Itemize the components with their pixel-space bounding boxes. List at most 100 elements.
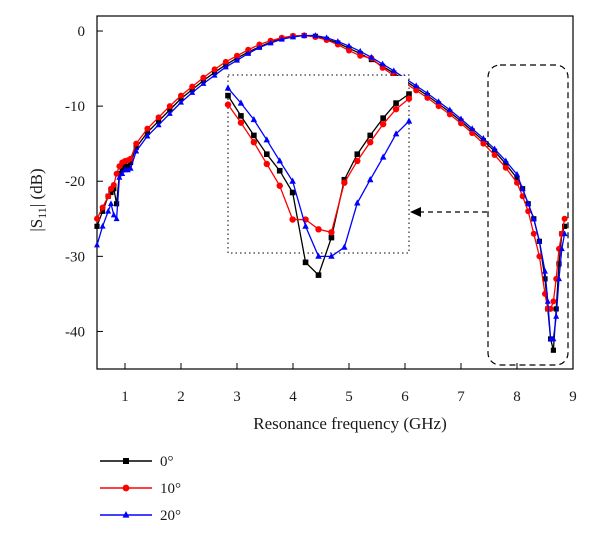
data-point [413,82,420,89]
inset-data-point [367,138,374,146]
data-point [346,42,352,49]
data-point [561,230,568,237]
inset-data-point [315,272,322,278]
x-tick-label: 6 [401,389,409,405]
data-point [368,53,375,60]
data-point [519,193,526,200]
data-point [189,89,196,95]
inset-data-point [405,95,413,102]
data-point [127,155,134,162]
y-tick-label: -30 [65,249,85,265]
x-axis-label: Resonance frequency (GHz) [253,414,447,433]
data-point [155,114,162,121]
data-point [94,215,100,222]
inset-data-point [224,84,232,91]
legend: 0° 10° 20° [100,454,181,524]
data-point [503,161,509,167]
data-point [561,215,568,222]
data-point [525,200,532,207]
data-point [119,170,126,177]
data-point [530,230,537,237]
data-point [556,275,562,282]
data-point [562,223,568,229]
data-point [413,87,420,94]
data-point [99,222,106,229]
y-axis-label: |S11| (dB) [27,168,49,231]
y-axis-label-sub: 11 [35,207,49,219]
data-point [166,103,173,110]
data-point [110,211,117,218]
inset-data-point [237,99,245,106]
data-point [469,130,476,137]
inset-data-point [289,177,296,184]
inset-data-point [354,199,361,206]
inset-data-point [289,189,296,196]
data-point [553,312,560,319]
data-point [301,32,308,38]
data-point [536,253,543,260]
data-point [530,215,537,222]
data-point [144,125,151,132]
data-point [122,163,128,169]
data-point [245,50,252,56]
data-point [234,56,240,63]
inset-data-point [263,136,271,143]
inset-background [229,76,408,252]
data-point [144,132,151,139]
data-point [379,60,386,67]
y-axis-label-prefix: |S [27,219,46,232]
data-point [114,201,120,207]
x-tick-label: 4 [289,389,297,405]
data-point [133,147,140,154]
inset-series-circle [224,95,413,236]
inset-data-point [263,160,270,168]
y-tick-label: 0 [78,24,86,40]
x-tick-label: 1 [121,389,129,405]
inset-data-point [354,151,361,157]
y-tick-label: -10 [65,99,85,115]
inset-data-point [276,182,283,189]
inset-data-point [250,138,258,146]
data-point [105,207,112,214]
x-tick-label: 9 [569,389,577,405]
legend-label: 20° [160,508,181,524]
data-point [550,347,556,353]
data-point [290,33,296,40]
legend-item: 10° [100,481,181,497]
data-point [446,111,453,118]
data-point [211,71,218,78]
data-point [435,98,442,104]
series-triangle [94,32,568,342]
x-tick-label: 3 [233,389,241,405]
data-point [514,175,520,181]
data-point [178,96,184,102]
data-point [267,39,274,46]
data-point [556,261,562,267]
inset-data-point [366,176,374,183]
y-axis-label-suffix: | (dB) [27,168,46,207]
inset-data-point [405,117,413,124]
legend-label: 0° [160,454,174,470]
data-point [94,223,100,229]
data-point [491,151,498,158]
inset-series-triangle [224,84,413,259]
axes-layer: 1 2 3 4 5 6 7 8 9 0 -10 -20 -30 -40 [65,15,577,405]
data-point [125,163,131,169]
data-point [424,89,431,96]
data-point [390,67,397,74]
data-point [525,208,532,215]
legend-marker [123,458,129,464]
data-point [178,98,184,105]
y-tick-label: -40 [65,324,85,340]
inset-data-point [315,252,322,259]
legend-item: 20° [100,508,181,524]
inset-data-point [328,252,335,259]
data-point [458,120,464,127]
inset-series-square [225,91,412,278]
inset-data-point [392,105,400,113]
inset-data-point [237,119,245,126]
data-point [178,92,184,99]
data-point [116,174,123,180]
data-point [128,159,134,166]
data-point [480,134,487,141]
